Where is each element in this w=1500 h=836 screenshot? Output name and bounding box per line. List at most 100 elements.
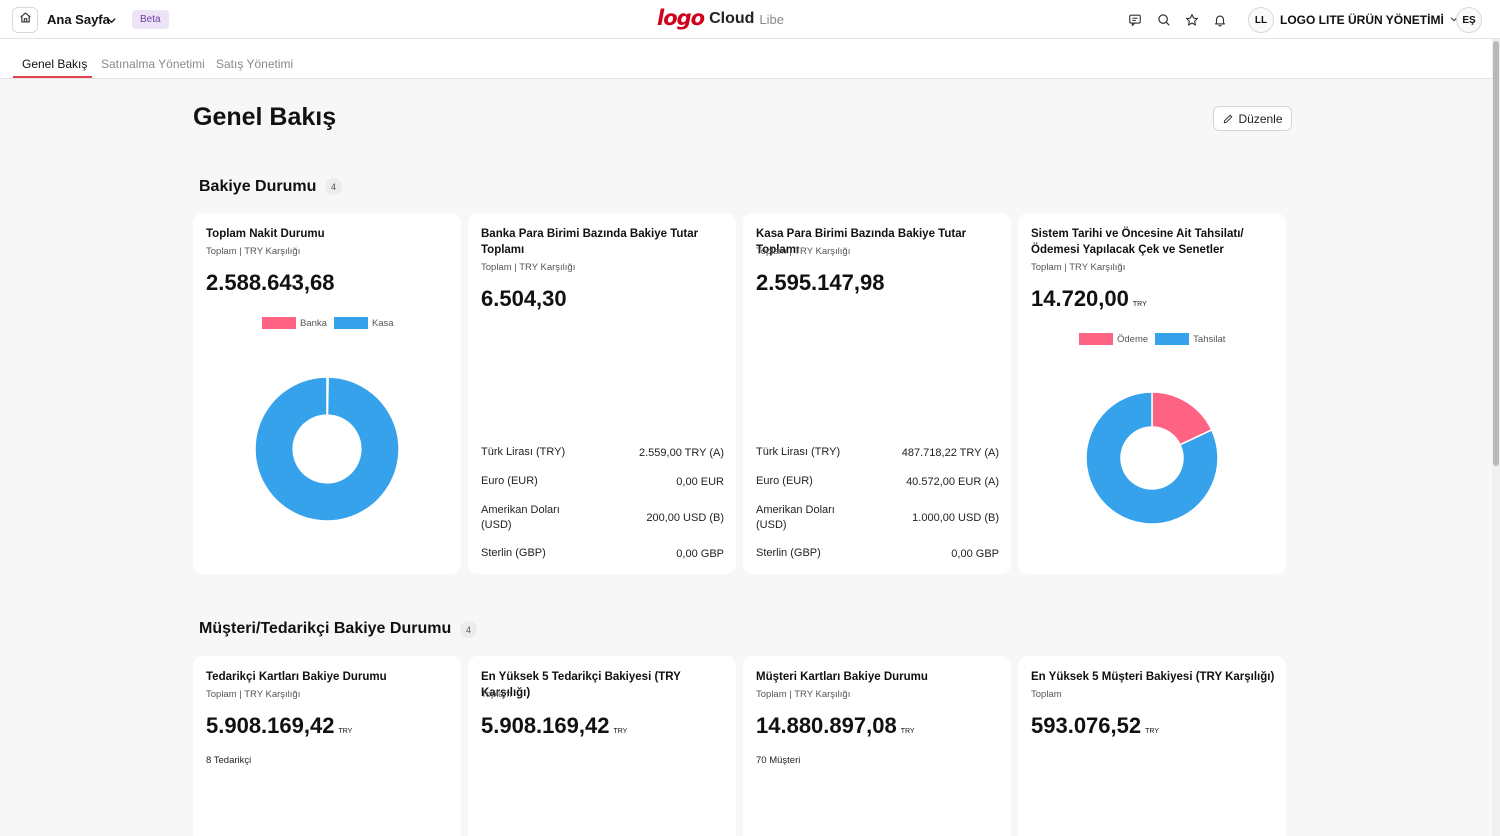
currency-name: Türk Lirası (TRY): [481, 446, 566, 458]
donut-slice-tahsilat[interactable]: [1085, 391, 1219, 525]
currency-row: Türk Lirası (TRY) 2.559,00 TRY (A): [481, 445, 724, 460]
chart-legend: Ödeme Tahsilat: [1079, 333, 1232, 345]
home-dropdown-label[interactable]: Ana Sayfa: [47, 12, 110, 27]
legend-item[interactable]: Kasa: [333, 317, 394, 329]
card-subtitle: Toplam | TRY Karşılığı: [206, 246, 301, 257]
cheques-donut-chart[interactable]: [1085, 391, 1219, 525]
currency-name: Amerikan Doları (USD): [756, 504, 835, 531]
legend-swatch-banka: [262, 317, 296, 329]
card-value-unit: TRY: [613, 728, 628, 735]
chart-legend: Banka Kasa: [262, 317, 401, 329]
edit-button-label: Düzenle: [1238, 111, 1283, 126]
card-value: 2.588.643,68: [206, 270, 335, 295]
card-title: Kasa Para Birimi Bazında Bakiye Tutar To…: [756, 228, 967, 256]
legend-label: Kasa: [371, 317, 394, 329]
chevron-down-icon[interactable]: [106, 13, 117, 31]
currency-amount: 487.718,22 TRY (A): [901, 446, 999, 459]
card-value-unit: TRY: [1132, 301, 1147, 308]
legend-swatch-odeme: [1079, 333, 1113, 345]
card-cek-ve-senetler[interactable]: Sistem Tarihi ve Öncesine Ait Tahsilatı/…: [1018, 213, 1286, 574]
section-count-badge: 4: [325, 178, 342, 195]
scrollbar[interactable]: [1492, 39, 1500, 836]
card-value-amount: 14.720,00: [1031, 286, 1129, 311]
card-value: 593.076,52 TRY: [1031, 713, 1159, 739]
currency-row: Euro (EUR) 40.572,00 EUR (A): [756, 474, 999, 489]
active-tab-indicator: [13, 76, 92, 78]
page-title: Genel Bakış: [193, 103, 337, 131]
card-title: Tedarikçi Kartları Bakiye Durumu: [206, 671, 387, 683]
legend-label: Ödeme: [1117, 333, 1149, 345]
currency-row: Sterlin (GBP) 0,00 GBP: [756, 546, 999, 561]
card-value-amount: 5.908.169,42: [481, 713, 610, 738]
donut-slice-kasa[interactable]: [254, 376, 400, 522]
card-value: 14.720,00 TRY: [1031, 286, 1147, 312]
currency-amount: 0,00 GBP: [676, 547, 724, 560]
section-title-bakiye-durumu: Bakiye Durumu: [199, 178, 317, 195]
currency-name: Sterlin (GBP): [756, 547, 821, 559]
card-subtitle: Toplam | TRY Karşılığı: [481, 262, 576, 273]
profile-avatar[interactable]: EŞ: [1456, 7, 1482, 33]
currency-row: Euro (EUR) 0,00 EUR: [481, 474, 724, 489]
logo-libe-text: Libe: [759, 12, 784, 27]
legend-label: Banka: [300, 317, 327, 329]
card-en-yuksek-5-tedarikci[interactable]: En Yüksek 5 Tedarikçi Bakiyesi (TRY Karş…: [468, 656, 736, 836]
card-kasa-para-birimi[interactable]: Kasa Para Birimi Bazında Bakiye Tutar To…: [743, 213, 1011, 574]
tab-satis-yonetimi[interactable]: Satış Yönetimi: [216, 57, 294, 71]
card-musteri-kartlari[interactable]: Müşteri Kartları Bakiye Durumu Toplam | …: [743, 656, 1011, 836]
currency-name: Sterlin (GBP): [481, 547, 546, 559]
currency-row: Sterlin (GBP) 0,00 GBP: [481, 546, 724, 561]
currency-name: Amerikan Doları (USD): [481, 504, 560, 531]
top-bar: Ana Sayfa Beta logo Cloud Libe LL LOGO L…: [0, 0, 1500, 39]
currency-name: Euro (EUR): [481, 475, 538, 487]
card-tedarikci-kartlari[interactable]: Tedarikçi Kartları Bakiye Durumu Toplam …: [193, 656, 461, 836]
card-subtitle: Toplam: [481, 689, 512, 700]
card-banka-para-birimi[interactable]: Banka Para Birimi Bazında Bakiye Tutar T…: [468, 213, 736, 574]
scrollbar-thumb[interactable]: [1493, 41, 1499, 466]
bell-icon[interactable]: [1211, 11, 1229, 29]
currency-amount: 0,00 GBP: [951, 547, 999, 560]
company-avatar: LL: [1248, 7, 1274, 33]
logo-mark: logo: [657, 6, 705, 30]
message-icon[interactable]: [1126, 11, 1144, 29]
card-value: 5.908.169,42 TRY: [206, 713, 352, 739]
legend-item[interactable]: Tahsilat: [1155, 333, 1225, 345]
card-value: 5.908.169,42 TRY: [481, 713, 627, 739]
card-value-amount: 593.076,52: [1031, 713, 1142, 738]
tab-satinalma-yonetimi[interactable]: Satınalma Yönetimi: [101, 57, 205, 71]
card-title: Toplam Nakit Durumu: [206, 228, 325, 240]
customer-count: 70 Müşteri: [756, 755, 801, 766]
currency-amount: 1.000,00 USD (B): [912, 512, 999, 524]
company-selector[interactable]: LL LOGO LITE ÜRÜN YÖNETİMİ: [1248, 7, 1459, 33]
tab-genel-bakis[interactable]: Genel Bakış: [22, 57, 88, 71]
card-value: 14.880.897,08 TRY: [756, 713, 915, 739]
card-subtitle: Toplam | TRY Karşılığı: [1031, 262, 1126, 273]
card-subtitle: Toplam | TRY Karşılığı: [756, 246, 851, 257]
legend-item[interactable]: Banka: [262, 317, 327, 329]
legend-item[interactable]: Ödeme: [1079, 333, 1148, 345]
card-title: Sistem Tarihi ve Öncesine Ait Tahsilatı/…: [1031, 228, 1244, 256]
company-name: LOGO LITE ÜRÜN YÖNETİMİ: [1280, 13, 1444, 27]
card-value-unit: TRY: [338, 728, 353, 735]
card-subtitle: Toplam: [1031, 689, 1062, 700]
legend-label: Tahsilat: [1193, 333, 1226, 345]
currency-amount: 0,00 EUR: [676, 475, 724, 488]
search-icon[interactable]: [1155, 11, 1173, 29]
legend-swatch-kasa: [333, 317, 368, 329]
card-en-yuksek-5-musteri[interactable]: En Yüksek 5 Müşteri Bakiyesi (TRY Karşıl…: [1018, 656, 1286, 836]
currency-name: Türk Lirası (TRY): [756, 446, 841, 458]
beta-badge: Beta: [132, 10, 169, 29]
logo[interactable]: logo Cloud Libe: [657, 7, 784, 29]
edit-button[interactable]: Düzenle: [1213, 106, 1292, 131]
currency-row: Amerikan Doları (USD) 200,00 USD (B): [481, 503, 724, 533]
card-title: En Yüksek 5 Müşteri Bakiyesi (TRY Karşıl…: [1031, 671, 1275, 683]
card-title: En Yüksek 5 Tedarikçi Bakiyesi (TRY Karş…: [481, 671, 681, 699]
chevron-down-icon: [1449, 11, 1459, 29]
currency-amount: 40.572,00 EUR (A): [906, 475, 999, 488]
star-icon[interactable]: [1183, 11, 1201, 29]
card-toplam-nakit-durumu[interactable]: Toplam Nakit Durumu Toplam | TRY Karşılı…: [193, 213, 461, 574]
home-button[interactable]: [12, 7, 38, 33]
card-subtitle: Toplam | TRY Karşılığı: [206, 689, 301, 700]
supplier-count: 8 Tedarikçi: [206, 755, 252, 766]
card-title: Banka Para Birimi Bazında Bakiye Tutar T…: [481, 228, 699, 256]
cash-donut-chart[interactable]: [254, 376, 400, 522]
